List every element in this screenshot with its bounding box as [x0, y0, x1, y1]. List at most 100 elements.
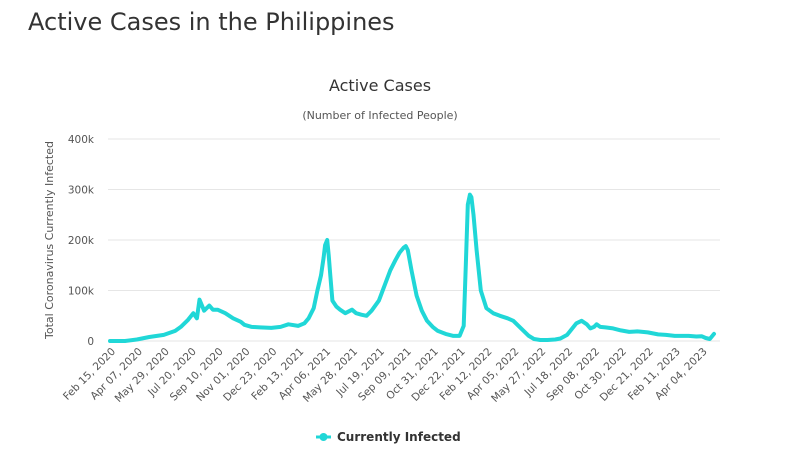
data-point[interactable]: [511, 319, 515, 323]
data-point[interactable]: [242, 323, 246, 327]
data-point[interactable]: [687, 334, 691, 338]
data-point[interactable]: [315, 289, 319, 293]
data-point[interactable]: [258, 325, 262, 329]
data-point[interactable]: [527, 334, 531, 338]
data-point[interactable]: [327, 253, 331, 257]
data-point[interactable]: [558, 337, 562, 341]
data-point[interactable]: [312, 306, 316, 310]
data-point[interactable]: [147, 335, 151, 339]
data-point[interactable]: [553, 338, 557, 342]
data-point[interactable]: [179, 325, 183, 329]
data-point[interactable]: [279, 325, 283, 329]
data-point[interactable]: [458, 334, 462, 338]
data-point[interactable]: [338, 308, 342, 312]
data-point[interactable]: [546, 338, 550, 342]
data-point[interactable]: [708, 337, 712, 341]
data-point[interactable]: [415, 294, 419, 298]
data-point[interactable]: [466, 203, 470, 207]
data-point[interactable]: [269, 326, 273, 330]
data-point[interactable]: [335, 305, 339, 309]
data-point[interactable]: [186, 318, 190, 322]
data-point[interactable]: [239, 320, 243, 324]
data-point[interactable]: [202, 309, 206, 313]
data-point[interactable]: [323, 243, 327, 247]
data-point[interactable]: [475, 248, 479, 252]
data-point[interactable]: [393, 258, 397, 262]
data-point[interactable]: [343, 311, 347, 315]
data-point[interactable]: [436, 329, 440, 333]
data-point[interactable]: [694, 335, 698, 339]
data-point[interactable]: [359, 313, 363, 317]
data-point[interactable]: [627, 330, 631, 334]
data-point[interactable]: [469, 195, 473, 199]
data-point[interactable]: [325, 238, 329, 242]
data-point[interactable]: [444, 332, 448, 336]
data-point[interactable]: [162, 333, 166, 337]
data-point[interactable]: [302, 321, 306, 325]
data-point[interactable]: [462, 324, 466, 328]
data-point[interactable]: [322, 256, 326, 260]
legend-item-currently-infected[interactable]: Currently Infected: [316, 430, 461, 444]
data-point[interactable]: [398, 251, 402, 255]
data-point[interactable]: [383, 283, 387, 287]
data-point[interactable]: [377, 299, 381, 303]
data-point[interactable]: [680, 334, 684, 338]
data-point[interactable]: [595, 322, 599, 326]
data-point[interactable]: [231, 316, 235, 320]
data-point[interactable]: [191, 311, 195, 315]
data-point[interactable]: [307, 316, 311, 320]
data-point[interactable]: [406, 248, 410, 252]
data-point[interactable]: [108, 339, 112, 343]
data-point[interactable]: [207, 304, 211, 308]
data-point[interactable]: [223, 311, 227, 315]
series-line-currently-infected[interactable]: [108, 192, 716, 343]
data-point[interactable]: [580, 319, 584, 323]
data-point[interactable]: [286, 322, 290, 326]
data-point[interactable]: [328, 273, 332, 277]
data-point[interactable]: [410, 268, 414, 272]
data-point[interactable]: [354, 311, 358, 315]
data-point[interactable]: [479, 289, 483, 293]
data-point[interactable]: [565, 333, 569, 337]
data-point[interactable]: [365, 314, 369, 318]
data-point[interactable]: [425, 319, 429, 323]
data-point[interactable]: [173, 329, 177, 333]
data-point[interactable]: [673, 334, 677, 338]
data-point[interactable]: [123, 339, 127, 343]
data-point[interactable]: [611, 326, 615, 330]
data-point[interactable]: [451, 334, 455, 338]
data-point[interactable]: [330, 299, 334, 303]
data-point[interactable]: [519, 326, 523, 330]
data-point[interactable]: [431, 325, 435, 329]
data-point[interactable]: [506, 316, 510, 320]
data-point[interactable]: [464, 263, 468, 267]
data-point[interactable]: [700, 334, 704, 338]
data-point[interactable]: [319, 273, 323, 277]
data-point[interactable]: [211, 308, 215, 312]
data-point[interactable]: [656, 332, 660, 336]
data-point[interactable]: [585, 322, 589, 326]
data-point[interactable]: [712, 332, 716, 336]
data-point[interactable]: [538, 338, 542, 342]
data-point[interactable]: [195, 316, 199, 320]
data-point[interactable]: [532, 337, 536, 341]
data-point[interactable]: [198, 298, 202, 302]
data-point[interactable]: [296, 324, 300, 328]
data-point[interactable]: [404, 244, 408, 248]
data-point[interactable]: [603, 325, 607, 329]
data-point[interactable]: [216, 308, 220, 312]
data-point[interactable]: [420, 309, 424, 313]
data-point[interactable]: [484, 306, 488, 310]
data-point[interactable]: [370, 309, 374, 313]
data-point[interactable]: [588, 326, 592, 330]
data-point[interactable]: [570, 326, 574, 330]
data-point[interactable]: [619, 328, 623, 332]
data-point[interactable]: [135, 338, 139, 342]
data-point[interactable]: [635, 329, 639, 333]
data-point[interactable]: [704, 336, 708, 340]
data-point[interactable]: [598, 325, 602, 329]
data-point[interactable]: [574, 321, 578, 325]
data-point[interactable]: [498, 314, 502, 318]
data-point[interactable]: [250, 325, 254, 329]
data-point[interactable]: [646, 330, 650, 334]
